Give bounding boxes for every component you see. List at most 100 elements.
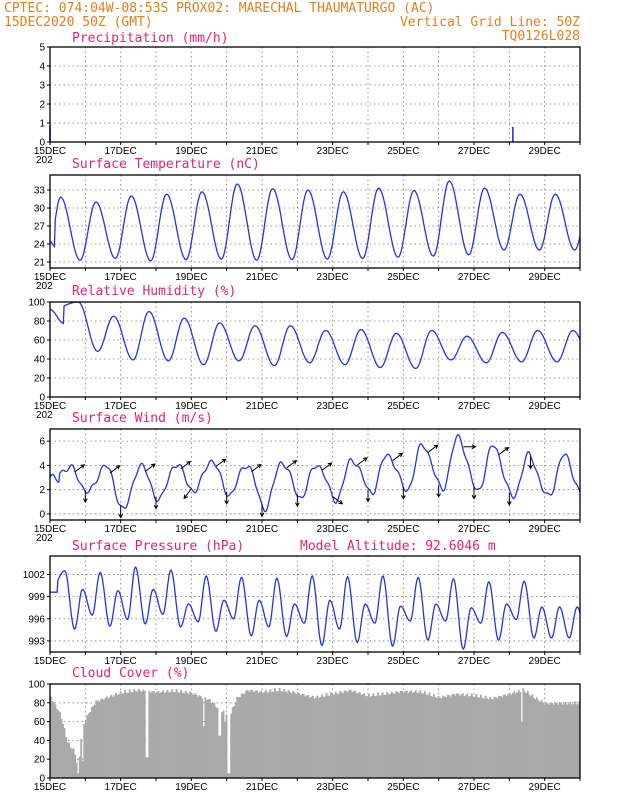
x-tick-label: 15DEC xyxy=(34,272,66,283)
cloud-bar xyxy=(195,694,198,778)
cloud-bar xyxy=(410,690,413,778)
cloud-bar xyxy=(148,690,151,778)
temp-frame xyxy=(49,174,581,269)
x-tick-label: 21DEC xyxy=(246,146,278,157)
cloud-bar xyxy=(116,695,119,778)
cloud-bar xyxy=(522,688,525,778)
cloud-bar xyxy=(157,690,160,778)
y-tick-label: 1002 xyxy=(23,570,46,581)
x-tick-label: 23DEC xyxy=(317,782,349,793)
y-tick-label: 33 xyxy=(34,186,46,197)
cloud-bar xyxy=(493,696,496,778)
cloud-bar xyxy=(437,696,440,778)
cloud-bar xyxy=(430,695,432,778)
x-tick-label: 27DEC xyxy=(458,782,490,793)
cloud-bar xyxy=(302,694,305,778)
cloud-bar xyxy=(566,704,569,778)
wind-vector-arrow xyxy=(506,492,512,506)
x-tick-label: 23DEC xyxy=(317,401,349,412)
cloud-bar xyxy=(286,692,289,778)
cloud-bar xyxy=(402,692,405,778)
cloud-bar xyxy=(427,695,429,778)
y-tick-label: 60 xyxy=(34,336,46,347)
x-tick-label: 29DEC xyxy=(529,524,561,535)
x-tick-label: 21DEC xyxy=(246,524,278,535)
cloud-bar xyxy=(68,742,70,778)
cloud-bar xyxy=(83,724,86,778)
x-tick-label: 29DEC xyxy=(529,782,561,793)
cloud-bar xyxy=(131,692,134,778)
y-tick-label: 5 xyxy=(39,43,45,54)
x-tick-label: 19DEC xyxy=(175,782,207,793)
x-tick-label: 27DEC xyxy=(458,146,490,157)
cloud-bar xyxy=(469,695,472,778)
cloud-bar xyxy=(363,693,366,778)
cloud-bar xyxy=(231,707,234,778)
cloud-bar xyxy=(563,703,566,778)
cloud-bar xyxy=(381,692,384,778)
cloud-bar xyxy=(558,703,561,778)
x-tick-label: 29DEC xyxy=(529,401,561,412)
cloud-bar xyxy=(545,702,547,778)
cloud-bar xyxy=(62,723,64,778)
cloud-bar xyxy=(63,728,66,778)
cloud-bar xyxy=(151,691,154,778)
cloud-bar xyxy=(248,691,251,778)
cloud-bar xyxy=(184,690,187,778)
cloud-bar xyxy=(449,696,452,778)
cloud-bar xyxy=(361,694,364,778)
x-tick-label: 17DEC xyxy=(105,401,137,412)
cloud-bar xyxy=(80,738,83,778)
cloud-bar xyxy=(458,695,461,778)
cloud-bar xyxy=(258,691,261,778)
x-tick-label: 25DEC xyxy=(387,146,419,157)
y-tick-label: 100 xyxy=(28,298,45,309)
x-tick-label: 17DEC xyxy=(105,272,137,283)
cloud-bar xyxy=(75,762,78,778)
cloud-bar xyxy=(192,694,195,778)
x-tick-label: 15DEC xyxy=(34,656,66,667)
cloud-bar xyxy=(443,696,446,778)
cloud-bar xyxy=(399,690,402,778)
cloud-bar xyxy=(567,703,570,778)
cloud-bar xyxy=(451,694,454,778)
x-tick-label: 21DEC xyxy=(246,656,278,667)
cloud-bar xyxy=(498,695,501,778)
cloud-bar xyxy=(284,691,287,778)
cloud-bar xyxy=(501,697,504,778)
cloud-bar xyxy=(272,691,275,778)
cloud-bar xyxy=(109,696,111,778)
cloud-bar xyxy=(389,694,392,778)
x-tick-label: 21DEC xyxy=(246,782,278,793)
cloud-bar xyxy=(149,692,152,778)
cloud-bar xyxy=(360,694,363,778)
cloud-bar xyxy=(419,690,422,778)
cloud-bar xyxy=(369,696,372,778)
y-tick-label: 0 xyxy=(39,393,45,404)
cloud-bar xyxy=(249,689,252,778)
y-tick-label: 30 xyxy=(34,204,46,215)
cloud-bar xyxy=(352,690,355,778)
cloud-bar xyxy=(234,703,237,778)
cloud-bar xyxy=(380,695,382,778)
y-tick-label: 6 xyxy=(39,437,45,448)
cloud-bar xyxy=(555,702,558,778)
cloud-bar xyxy=(134,691,137,778)
cloud-bar xyxy=(301,693,304,778)
cloud-bar xyxy=(137,688,140,778)
cloud-bar xyxy=(343,690,346,778)
cloud-bar xyxy=(128,689,131,778)
cloud-bar xyxy=(445,697,448,778)
cloud-bar xyxy=(86,715,89,778)
cloud-bar xyxy=(390,691,393,778)
cloud-bar xyxy=(528,695,531,778)
cloud-bar xyxy=(357,692,360,778)
cloud-bar xyxy=(180,689,183,778)
cloud-bar xyxy=(275,691,278,778)
cloud-bar xyxy=(169,691,172,778)
cloud-bar xyxy=(520,721,523,778)
y-tick-label: 27 xyxy=(34,222,46,233)
pres-panel: 993 996 999 1002 15DEC 17DEC 19DEC 21DEC 23DEC 25… xyxy=(23,539,581,667)
cloud-bar xyxy=(540,700,543,778)
cloud-bar xyxy=(175,689,178,778)
